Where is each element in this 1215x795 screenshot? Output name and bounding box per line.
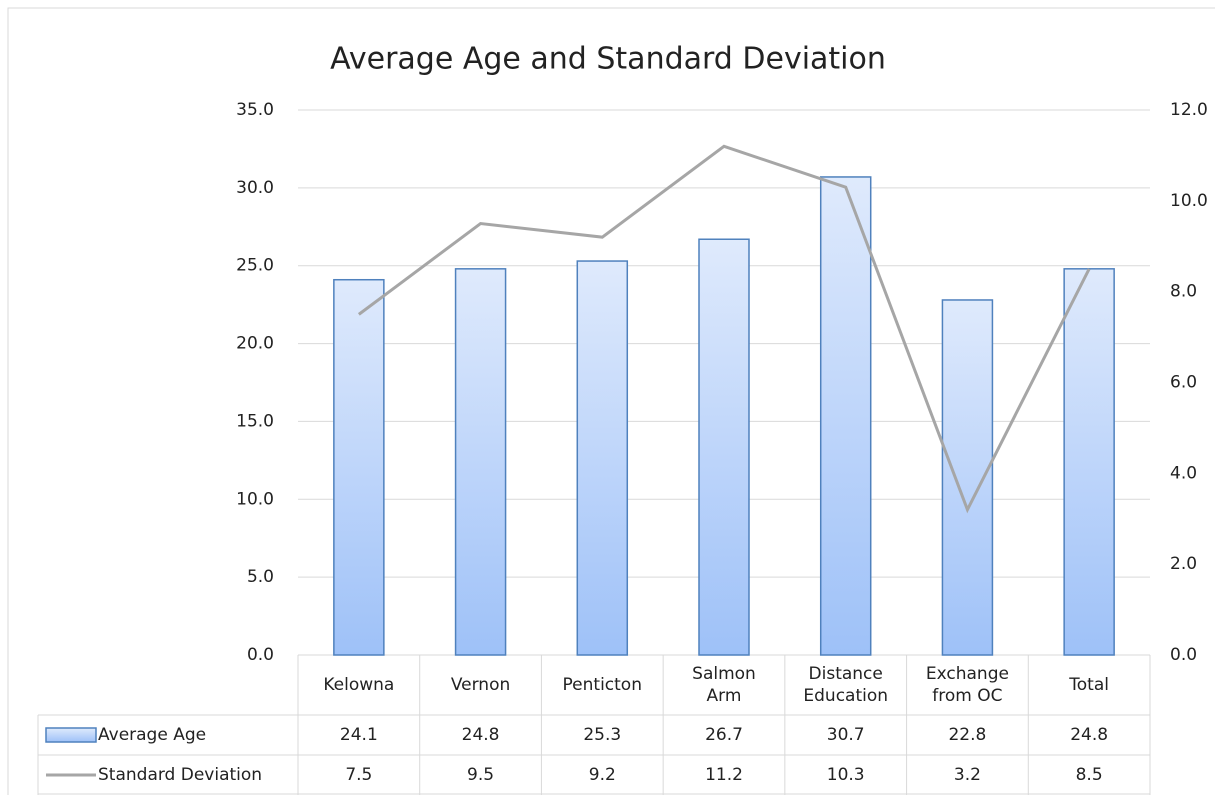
line-series	[357, 144, 1091, 514]
y2-tick-label: 12.0	[1170, 100, 1208, 120]
legend-key	[45, 727, 97, 743]
bar	[819, 176, 872, 656]
category-label: Distance Education	[803, 664, 889, 706]
legend-label: Standard Deviation	[98, 765, 263, 785]
y-tick-label: 10.0	[236, 489, 274, 509]
y2-tick-label: 2.0	[1170, 554, 1197, 574]
y2-tick-label: 4.0	[1170, 463, 1197, 483]
table-value: 7.5	[345, 765, 373, 785]
y2-tick-label: 10.0	[1170, 191, 1208, 211]
category-label: Vernon	[450, 675, 511, 695]
category-label: Total	[1069, 675, 1109, 695]
table-value: 3.2	[953, 765, 981, 785]
table-value: 9.5	[467, 765, 495, 785]
chart-frame	[7, 7, 1215, 795]
table-value: 8.5	[1075, 765, 1103, 785]
chart-title: Average Age and Standard Deviation	[330, 42, 886, 77]
table-value: 30.7	[826, 725, 865, 745]
y-tick-label: 30.0	[236, 178, 274, 198]
category-label: Salmon Arm	[692, 664, 756, 706]
y-tick-label: 35.0	[236, 100, 274, 120]
y-tick-label: 15.0	[236, 411, 274, 431]
table-value: 11.2	[705, 765, 743, 785]
category-label: Exchange from OC	[925, 664, 1009, 706]
table-value: 24.8	[1070, 725, 1109, 745]
bar	[576, 260, 629, 656]
bar	[1063, 268, 1115, 656]
y2-tick-label: 8.0	[1170, 282, 1197, 302]
y2-tick-label: 0.0	[1170, 645, 1197, 665]
y-tick-label: 25.0	[236, 256, 274, 276]
bar	[333, 278, 385, 656]
category-label: Penticton	[562, 675, 642, 695]
bar	[454, 268, 507, 656]
y2-tick-label: 6.0	[1170, 373, 1197, 393]
category-label: Kelowna	[323, 675, 395, 695]
table-value: 25.3	[583, 725, 622, 745]
table-value: 24.8	[461, 725, 500, 745]
y-tick-label: 0.0	[247, 645, 274, 665]
legend-label: Average Age	[98, 725, 207, 745]
bar	[698, 238, 750, 656]
y-tick-label: 20.0	[236, 334, 274, 354]
table-value: 10.3	[826, 765, 865, 785]
table-value: 22.8	[948, 725, 987, 745]
table-value: 9.2	[588, 765, 616, 785]
table-value: 26.7	[705, 725, 743, 745]
table-value: 24.1	[339, 725, 378, 745]
y-tick-label: 5.0	[247, 567, 274, 587]
